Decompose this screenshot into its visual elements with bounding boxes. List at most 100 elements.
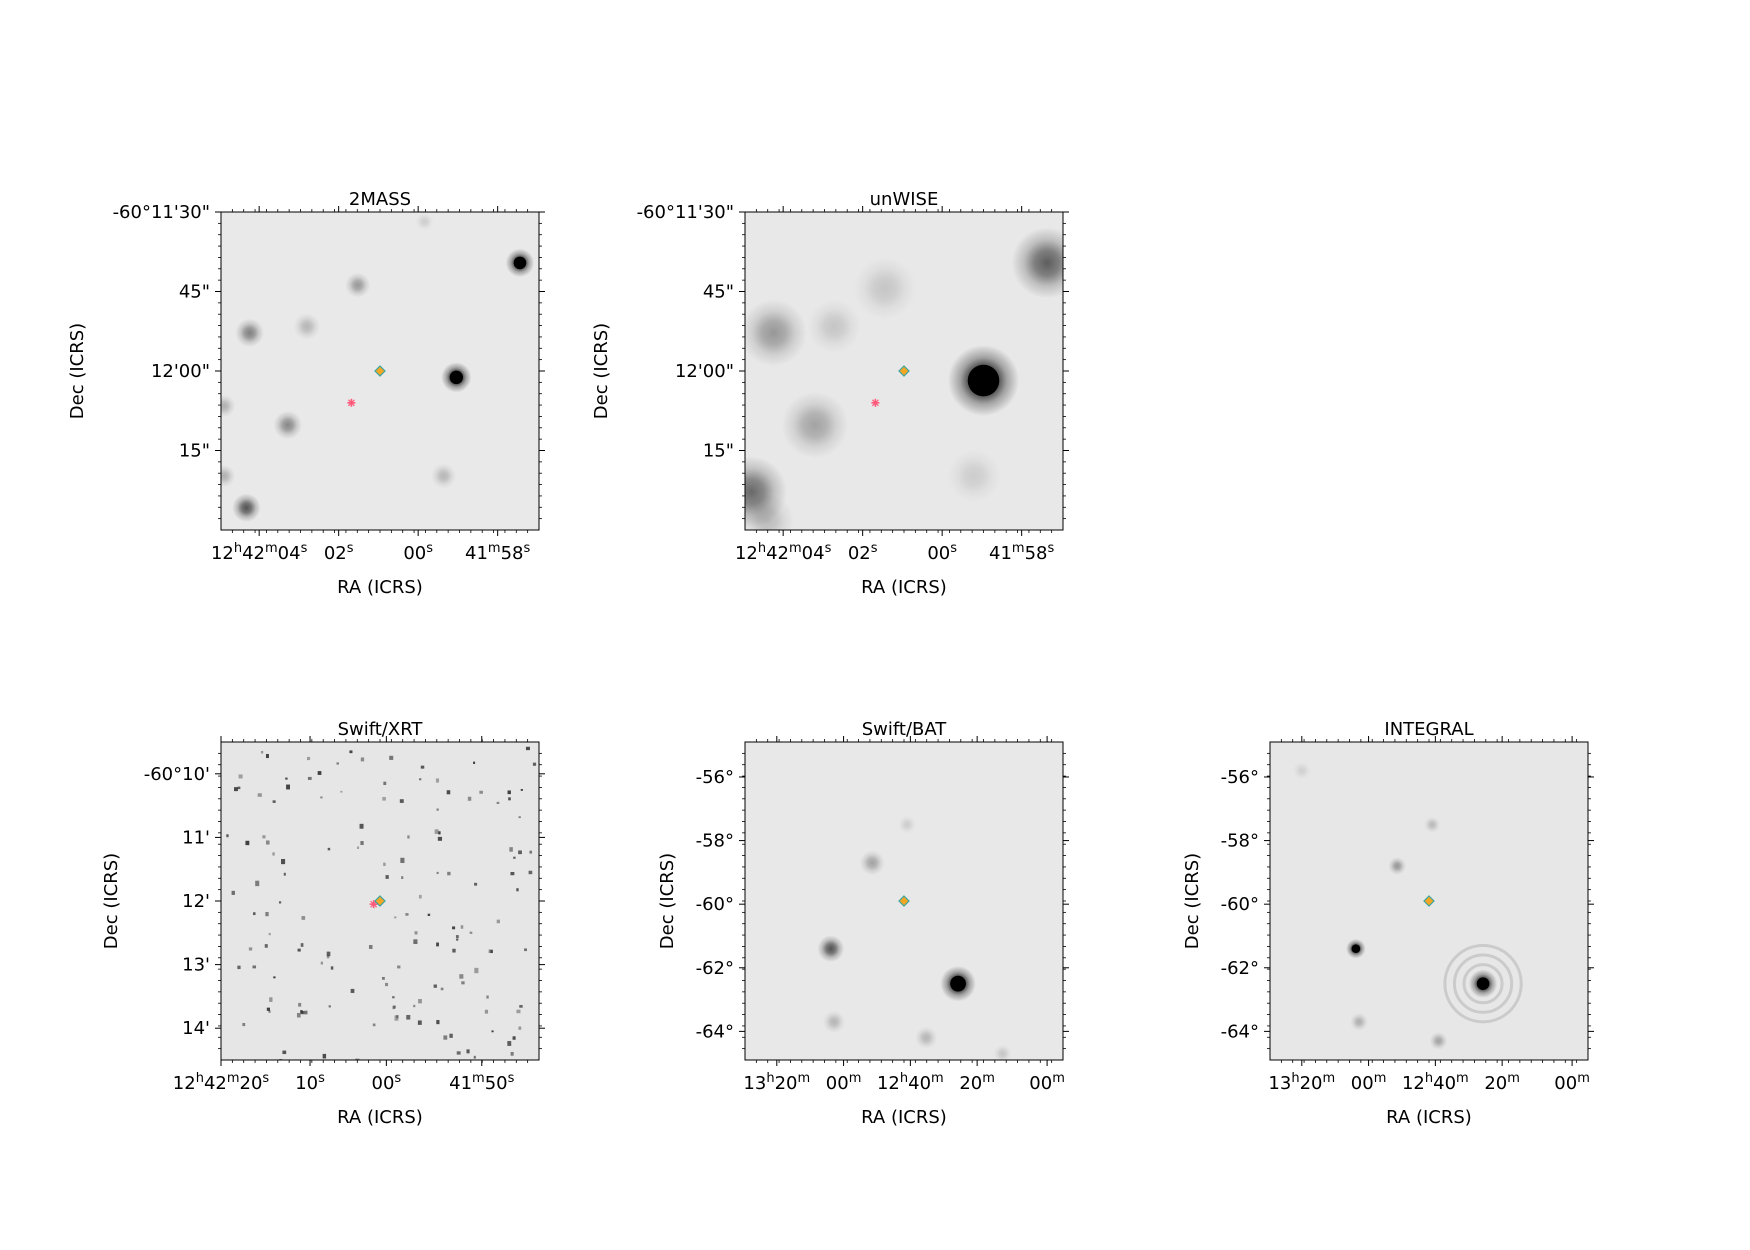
photon-event: [406, 1015, 411, 1020]
photon-event: [518, 1026, 522, 1030]
sky-source: [817, 935, 845, 963]
target-diamond-marker: [898, 365, 910, 377]
photon-event: [278, 901, 282, 904]
photon-event: [473, 761, 476, 764]
photon-event: [446, 790, 451, 795]
photon-event: [392, 996, 395, 999]
photon-event: [231, 890, 235, 895]
sky-source: [232, 493, 261, 522]
sky-source: [221, 394, 236, 418]
photon-event: [320, 961, 323, 965]
photon-event: [436, 942, 439, 947]
photon-event: [405, 913, 409, 916]
photon-event: [461, 981, 465, 985]
photon-event: [512, 1036, 516, 1040]
sky-image: [817, 815, 1012, 1060]
photon-event: [516, 1009, 521, 1014]
y-tick-label: -56°: [1221, 767, 1259, 788]
photon-event: [355, 1058, 360, 1060]
photon-event: [418, 894, 422, 899]
sky-source: [273, 410, 303, 440]
photon-event: [419, 778, 422, 781]
panel-title: 2MASS: [349, 189, 411, 210]
panel-title: Swift/BAT: [862, 719, 948, 740]
psf-ring: [1462, 963, 1504, 1005]
photon-event: [252, 965, 257, 969]
x-tick-label: 41m58s: [989, 541, 1054, 564]
photon-event: [360, 757, 365, 762]
y-tick-label: 12'00": [151, 361, 210, 382]
photon-event: [297, 948, 301, 952]
photon-event: [452, 948, 456, 953]
photon-event: [456, 938, 459, 941]
sky-source: [1292, 761, 1311, 780]
photon-event: [496, 801, 500, 804]
y-axis-label: Dec (ICRS): [101, 853, 122, 949]
photon-event: [320, 796, 323, 799]
photon-event: [257, 793, 262, 797]
x-tick-label: 20m: [1484, 1071, 1520, 1094]
x-tick-label: 13h20m: [743, 1071, 810, 1094]
y-tick-label: -60°11'30": [637, 202, 734, 223]
photon-event: [326, 955, 330, 959]
bright-source-core: [950, 975, 966, 992]
x-axis-label: RA (ICRS): [337, 577, 423, 598]
y-tick-label: -60°: [1221, 894, 1259, 915]
x-axis-label: RA (ICRS): [1386, 1107, 1472, 1128]
photon-event: [434, 829, 439, 834]
sky-source: [345, 272, 371, 298]
x-axis-label: RA (ICRS): [861, 1107, 947, 1128]
photon-event: [281, 858, 286, 865]
sky-source: [853, 257, 917, 320]
panel-title: INTEGRAL: [1384, 719, 1473, 740]
photon-event: [317, 771, 322, 775]
photon-event: [296, 1012, 301, 1018]
photon-event: [234, 787, 238, 792]
photon-event: [300, 943, 304, 947]
y-tick-label: -58°: [696, 831, 734, 852]
photon-event: [385, 982, 389, 987]
photon-event: [327, 847, 331, 851]
photon-event: [509, 847, 513, 852]
photon-event: [413, 939, 418, 944]
photon-event: [273, 976, 276, 979]
photon-event: [520, 788, 523, 791]
photon-event: [438, 831, 441, 835]
y-axis-label: Dec (ICRS): [67, 323, 88, 419]
photon-event: [383, 862, 386, 866]
sky-source: [1011, 227, 1063, 299]
y-tick-label: -60°: [696, 894, 734, 915]
y-axis-label: Dec (ICRS): [591, 323, 612, 419]
photon-event: [518, 850, 522, 855]
sky-image: [1292, 761, 1523, 1050]
photon-event: [436, 808, 439, 811]
photon-event: [401, 876, 404, 879]
photon-event: [368, 944, 373, 949]
photon-event: [272, 852, 275, 856]
photon-event: [507, 790, 511, 795]
photon-event: [467, 796, 472, 801]
photon-event: [449, 1033, 453, 1038]
photon-event: [306, 756, 311, 761]
x-axis-label: RA (ICRS): [861, 577, 947, 598]
photon-event: [486, 995, 489, 999]
x-tick-label: 20m: [959, 1071, 995, 1094]
photon-event: [394, 916, 397, 919]
photon-event: [383, 781, 387, 786]
sky-source: [781, 391, 849, 459]
photon-event: [507, 1041, 512, 1046]
bright-source-core: [967, 364, 1000, 397]
photon-event: [420, 765, 425, 769]
photon-event: [360, 841, 364, 846]
y-tick-label: 45": [703, 282, 734, 303]
bright-source-core: [1476, 977, 1490, 990]
x-tick-label: 12h42m04s: [735, 541, 832, 564]
photon-event: [226, 834, 229, 838]
photon-event: [350, 988, 355, 993]
photon-event: [242, 1022, 246, 1027]
photon-event: [488, 949, 493, 953]
sky-source: [915, 1026, 938, 1049]
photon-event: [336, 762, 339, 765]
photon-event: [272, 800, 276, 803]
y-tick-label: -64°: [1221, 1021, 1259, 1042]
